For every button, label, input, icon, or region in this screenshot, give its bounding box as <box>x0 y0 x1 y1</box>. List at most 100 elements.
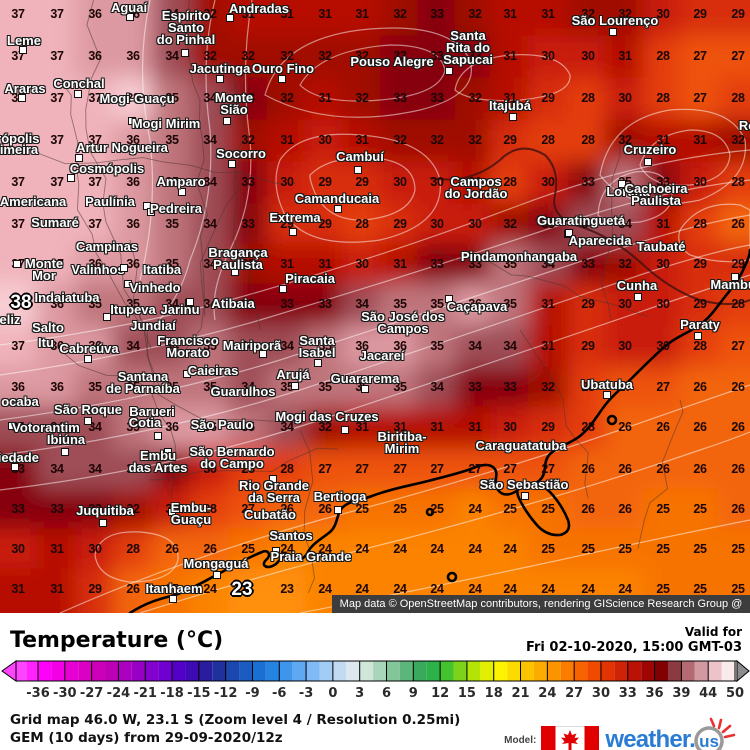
city-label: Aguaí <box>110 0 148 15</box>
grid-temperature-value: 33 <box>318 297 332 311</box>
svg-text:-15: -15 <box>187 686 211 701</box>
grid-temperature-value: 34 <box>541 257 555 271</box>
city-label: Mairiporã <box>222 338 282 353</box>
grid-temperature-value: 27 <box>468 462 482 476</box>
grid-temperature-value: 25 <box>693 542 707 556</box>
grid-temperature-value: 33 <box>241 217 255 231</box>
grid-temperature-value: 32 <box>241 257 255 271</box>
grid-temperature-value: 31 <box>656 217 670 231</box>
city-label: Itatiba <box>142 262 182 277</box>
grid-temperature-value: 29 <box>88 582 102 596</box>
grid-temperature-value: 30 <box>503 420 517 434</box>
grid-temperature-value: 27 <box>618 380 632 394</box>
grid-temperature-value: 37 <box>50 257 64 271</box>
grid-temperature-value: 30 <box>618 297 632 311</box>
grid-temperature-value: 37 <box>88 91 102 105</box>
city-marker <box>181 49 189 57</box>
grid-temperature-value: 27 <box>656 380 670 394</box>
city-label: Aparecida <box>568 233 632 248</box>
grid-temperature-value: 31 <box>393 420 407 434</box>
valid-for-datetime: Fri 02-10-2020, 15:00 GMT-03 <box>525 640 742 655</box>
contour-lines <box>0 0 750 613</box>
svg-text:36: 36 <box>646 686 664 701</box>
svg-text:-30: -30 <box>53 686 77 701</box>
grid-temperature-value: 35 <box>203 380 217 394</box>
grid-temperature-value: 31 <box>541 297 555 311</box>
grid-temperature-value: 28 <box>126 542 140 556</box>
city-marker <box>74 90 82 98</box>
grid-temperature-value: 37 <box>50 175 64 189</box>
grid-temperature-value: 36 <box>88 257 102 271</box>
grid-temperature-value: 32 <box>393 7 407 21</box>
grid-temperature-value: 37 <box>50 49 64 63</box>
grid-temperature-value: 24 <box>203 582 217 596</box>
grid-temperature-value: 24 <box>468 542 482 556</box>
svg-text:-21: -21 <box>133 686 157 701</box>
grid-temperature-value: 28 <box>280 462 294 476</box>
grid-temperature-value: 25 <box>165 582 179 596</box>
grid-temperature-value: 30 <box>656 297 670 311</box>
grid-temperature-value: 35 <box>165 257 179 271</box>
grid-temperature-value: 31 <box>503 49 517 63</box>
city-label: Americana <box>0 194 67 209</box>
grid-temperature-value: 27 <box>241 502 255 516</box>
grid-temperature-value: 33 <box>241 297 255 311</box>
grid-temperature-value: 34 <box>280 339 294 353</box>
grid-temperature-value: 36 <box>88 7 102 21</box>
grid-temperature-value: 37 <box>11 133 25 147</box>
city-label: Artur Nogueira <box>76 140 168 155</box>
grid-temperature-value: 29 <box>318 217 332 231</box>
grid-temperature-value: 29 <box>318 175 332 189</box>
grid-temperature-value: 24 <box>393 582 407 596</box>
svg-text:24: 24 <box>538 686 556 701</box>
city-marker <box>169 595 177 603</box>
grid-temperature-value: 26 <box>126 582 140 596</box>
city-label: Guarulhos <box>210 384 276 399</box>
city-label: Pouso Alegre <box>350 54 434 69</box>
city-label: Jundiaí <box>130 318 176 333</box>
page-title: Temperature (°C) <box>10 628 224 653</box>
city-label: Jarinu <box>160 302 200 317</box>
city-label: Cruzeiro <box>623 142 677 157</box>
temperature-map[interactable]: 37 37 36 36 34 32 31 31 31 31 32 33 32 31 31 32 32 30 29 29… <box>0 0 750 613</box>
grid-temperature-value: 30 <box>656 7 670 21</box>
grid-temperature-value: 24 <box>503 542 517 556</box>
city-label: São Bernardo do Campo <box>189 444 275 471</box>
city-label: Mambucaba <box>710 277 750 292</box>
grid-temperature-value: 34 <box>126 339 140 353</box>
svg-text:18: 18 <box>485 686 503 701</box>
city-marker <box>609 28 617 36</box>
model-row: Model: weather. us <box>504 717 746 750</box>
svg-text:6: 6 <box>382 686 391 701</box>
city-label: Cotia <box>128 415 162 430</box>
city-marker <box>521 492 529 500</box>
grid-temperature-value: 35 <box>88 380 102 394</box>
grid-temperature-value: 34 <box>203 175 217 189</box>
svg-text:-27: -27 <box>80 686 104 701</box>
city-marker <box>445 295 453 303</box>
city-label: Campos do Jordão <box>444 174 508 201</box>
map-attribution: Map data © OpenStreetMap contributors, r… <box>332 595 750 613</box>
city-label: Valinhos <box>71 262 125 277</box>
grid-temperature-value: 32 <box>203 7 217 21</box>
weather-us-logo[interactable]: weather. us ™ <box>599 717 746 750</box>
city-label: Cunha <box>616 278 658 293</box>
temperature-field-svg <box>0 0 750 613</box>
grid-temperature-value: 31 <box>693 133 707 147</box>
city-label: Socorro <box>216 146 266 161</box>
city-label: Itajubá <box>489 98 531 113</box>
grid-temperature-value: 26 <box>656 420 670 434</box>
grid-temperature-value: 29 <box>503 133 517 147</box>
city-label: Embu das Artes <box>128 448 188 475</box>
grid-temperature-value: 26 <box>581 502 595 516</box>
grid-temperature-value: 34 <box>503 339 517 353</box>
grid-temperature-value: 34 <box>126 462 140 476</box>
grid-temperature-value: 29 <box>541 420 555 434</box>
city-label: Monte Sião <box>214 90 254 117</box>
grid-temperature-value: 28 <box>581 420 595 434</box>
grid-temperature-value: 31 <box>430 420 444 434</box>
grid-temperature-value: 34 <box>203 217 217 231</box>
grid-info-line1: Grid map 46.0 W, 23.1 S (Zoom level 4 / … <box>10 712 461 728</box>
grid-temperature-value: 31 <box>355 420 369 434</box>
grid-temperature-value: 25 <box>731 582 745 596</box>
